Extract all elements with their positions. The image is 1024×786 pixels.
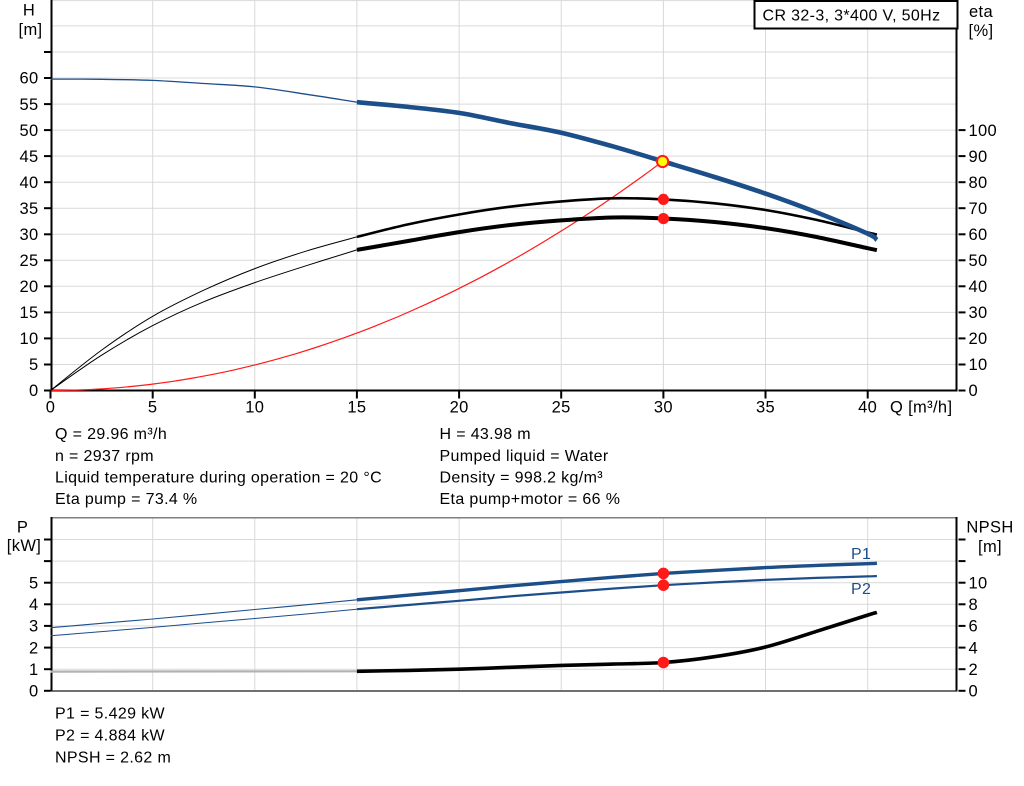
svg-text:90: 90 [969, 148, 988, 166]
svg-text:2: 2 [969, 661, 979, 679]
svg-text:60: 60 [969, 226, 988, 244]
svg-text:[m]: [m] [19, 21, 43, 39]
svg-text:1: 1 [29, 661, 39, 679]
svg-text:3: 3 [29, 618, 39, 636]
svg-text:10: 10 [969, 356, 988, 374]
svg-text:4: 4 [29, 596, 39, 614]
svg-text:55: 55 [19, 96, 38, 114]
svg-text:4: 4 [969, 639, 979, 657]
svg-text:Eta pump = 73.4 %: Eta pump = 73.4 % [55, 491, 197, 508]
svg-text:100: 100 [969, 122, 998, 140]
svg-text:P1: P1 [851, 546, 871, 563]
svg-text:30: 30 [969, 304, 988, 322]
svg-text:Q = 29.96 m³/h: Q = 29.96 m³/h [55, 426, 167, 443]
svg-text:70: 70 [969, 200, 988, 218]
svg-text:5: 5 [148, 399, 158, 417]
svg-text:[%]: [%] [969, 22, 994, 40]
svg-text:Pumped liquid = Water: Pumped liquid = Water [440, 448, 609, 465]
svg-text:50: 50 [969, 252, 988, 270]
svg-text:P: P [17, 519, 28, 537]
svg-text:CR 32-3, 3*400 V, 50Hz: CR 32-3, 3*400 V, 50Hz [763, 8, 941, 25]
svg-text:60: 60 [19, 70, 38, 88]
svg-text:35: 35 [756, 399, 775, 417]
svg-text:H: H [23, 1, 35, 19]
svg-text:35: 35 [19, 200, 38, 218]
svg-text:10: 10 [969, 574, 988, 592]
svg-text:15: 15 [347, 399, 366, 417]
svg-text:10: 10 [245, 399, 264, 417]
svg-text:P2: P2 [851, 581, 871, 598]
svg-text:5: 5 [29, 356, 39, 374]
svg-text:n = 2937 rpm: n = 2937 rpm [55, 448, 154, 465]
svg-text:Liquid temperature during oper: Liquid temperature during operation = 20… [55, 469, 382, 486]
svg-text:20: 20 [19, 278, 38, 296]
svg-text:2: 2 [29, 639, 39, 657]
svg-text:40: 40 [19, 174, 38, 192]
svg-text:6: 6 [969, 618, 979, 636]
svg-text:P2 = 4.884 kW: P2 = 4.884 kW [55, 728, 165, 745]
svg-text:8: 8 [969, 596, 979, 614]
svg-text:5: 5 [29, 574, 39, 592]
svg-text:NPSH: NPSH [966, 519, 1013, 537]
svg-text:Density = 998.2 kg/m³: Density = 998.2 kg/m³ [440, 469, 604, 486]
svg-text:10: 10 [19, 330, 38, 348]
svg-text:30: 30 [654, 399, 673, 417]
svg-text:20: 20 [450, 399, 469, 417]
svg-text:0: 0 [29, 382, 39, 400]
svg-text:H = 43.98 m: H = 43.98 m [440, 426, 531, 443]
svg-text:80: 80 [969, 174, 988, 192]
svg-text:Q [m³/h]: Q [m³/h] [890, 399, 952, 417]
svg-text:P1 = 5.429 kW: P1 = 5.429 kW [55, 706, 165, 723]
svg-text:40: 40 [969, 278, 988, 296]
svg-text:Eta pump+motor = 66 %: Eta pump+motor = 66 % [440, 491, 621, 508]
svg-text:0: 0 [29, 683, 39, 701]
svg-text:NPSH = 2.62 m: NPSH = 2.62 m [55, 749, 171, 766]
svg-text:25: 25 [552, 399, 571, 417]
svg-text:[m]: [m] [978, 538, 1002, 556]
svg-text:eta: eta [969, 3, 993, 21]
svg-text:20: 20 [969, 330, 988, 348]
svg-text:25: 25 [19, 252, 38, 270]
svg-text:50: 50 [19, 122, 38, 140]
svg-text:15: 15 [19, 304, 38, 322]
svg-text:45: 45 [19, 148, 38, 166]
svg-text:30: 30 [19, 226, 38, 244]
svg-text:0: 0 [969, 382, 979, 400]
svg-text:0: 0 [46, 399, 56, 417]
svg-text:[kW]: [kW] [7, 537, 41, 555]
svg-text:0: 0 [969, 683, 979, 701]
svg-text:40: 40 [858, 399, 877, 417]
